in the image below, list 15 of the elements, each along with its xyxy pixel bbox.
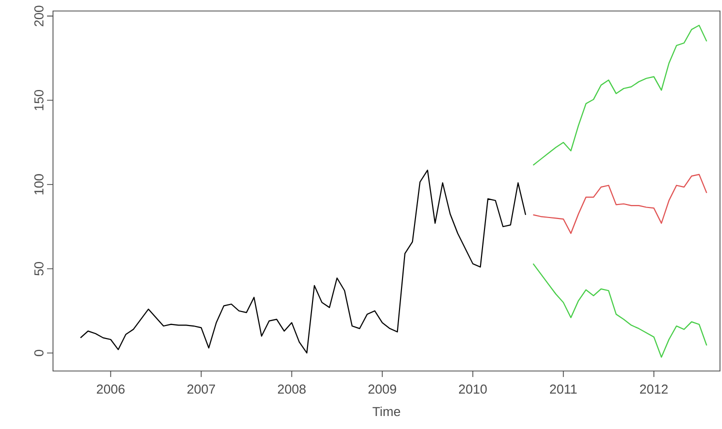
- x-tick-label: 2011: [550, 384, 577, 394]
- y-tick-label: 50: [34, 262, 44, 276]
- x-tick-label: 2007: [187, 384, 216, 394]
- x-tick-label: 2006: [96, 384, 125, 394]
- y-tick-label: 200: [34, 6, 44, 26]
- x-axis-title: Time: [372, 406, 400, 416]
- x-tick-label: 2012: [640, 384, 668, 394]
- x-tick-label: 2010: [459, 384, 487, 394]
- x-tick-label: 2009: [368, 384, 396, 394]
- x-tick-label: 2008: [278, 384, 306, 394]
- line-series: [532, 174, 708, 234]
- line-series: [532, 24, 708, 166]
- y-tick-label: 0: [34, 350, 44, 356]
- y-tick-label: 100: [34, 174, 44, 194]
- y-tick-label: 150: [34, 90, 44, 110]
